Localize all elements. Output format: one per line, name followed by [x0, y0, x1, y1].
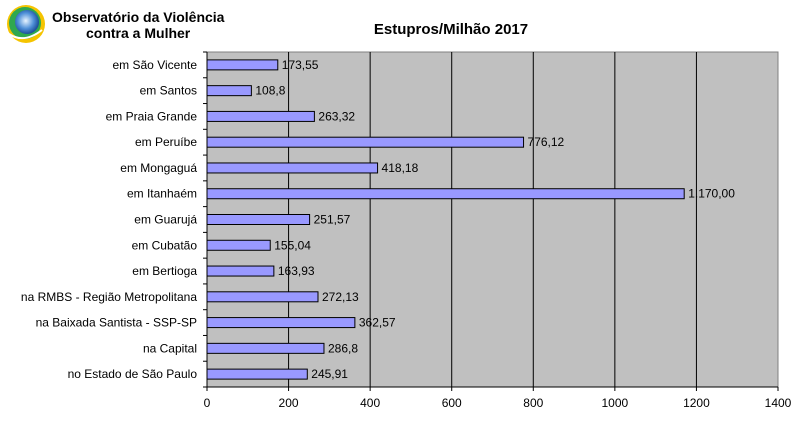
value-label: 245,91	[311, 367, 348, 381]
value-label: 1.170,00	[688, 187, 735, 201]
category-label: na Baixada Santista - SSP-SP	[36, 316, 197, 330]
brand-title: Observatório da Violência	[52, 9, 225, 25]
x-tick-label: 800	[523, 396, 543, 410]
observatory-logo-icon	[7, 5, 45, 43]
bar	[206, 239, 271, 251]
category-label: no Estado de São Paulo	[68, 367, 198, 381]
x-tick-label: 1200	[683, 396, 710, 410]
value-label: 362,57	[359, 316, 396, 330]
bar	[206, 214, 311, 225]
brand-subtitle: contra a Mulher	[86, 25, 191, 41]
category-label: em Bertioga	[132, 264, 197, 278]
category-label: na RMBS - Região Metropolitana	[21, 290, 197, 304]
category-label: em São Vicente	[113, 58, 198, 72]
x-tick-label: 600	[442, 396, 462, 410]
category-label: em Guarujá	[134, 213, 197, 227]
bar	[206, 188, 685, 200]
value-label: 272,13	[322, 290, 359, 304]
category-label: em Mongaguá	[120, 161, 197, 175]
bars	[206, 59, 685, 380]
value-label: 108,8	[255, 84, 285, 98]
x-tick-label: 1000	[602, 396, 629, 410]
value-label: 173,55	[282, 58, 319, 72]
value-label: 155,04	[274, 238, 311, 252]
category-label: em Itanhaém	[127, 187, 197, 201]
value-label: 263,32	[318, 109, 355, 123]
category-labels: em São Vicente em Santos em Praia Grande em…	[21, 51, 207, 388]
value-label: 251,57	[314, 213, 351, 227]
x-tick-label: 1400	[765, 396, 792, 410]
bar	[206, 162, 379, 174]
x-tick-label: 400	[360, 396, 380, 410]
bar	[206, 368, 308, 380]
value-label: 418,18	[382, 161, 419, 175]
value-labels: 173,55 108,8 263,32 776,12 418,18 1.170,00 251…	[255, 58, 735, 381]
x-axis-ticks: 0 200 400 600 800 1000 1200 1400	[204, 387, 792, 410]
value-label: 163,93	[278, 264, 315, 278]
value-label: 286,8	[328, 341, 358, 355]
bar	[206, 85, 252, 97]
x-tick-label: 0	[204, 396, 211, 410]
bar	[206, 110, 315, 122]
bar	[206, 317, 356, 329]
category-label: em Praia Grande	[106, 109, 198, 123]
bar	[206, 291, 319, 303]
category-label: na Capital	[143, 341, 197, 355]
bar	[206, 59, 279, 71]
gridlines	[288, 52, 697, 387]
chart-title: Estupros/Milhão 2017	[374, 21, 528, 38]
category-label: em Santos	[140, 84, 197, 98]
bar	[206, 342, 325, 354]
bar	[206, 136, 525, 148]
category-label: em Peruíbe	[135, 135, 197, 149]
value-label: 776,12	[528, 135, 565, 149]
x-tick-label: 200	[279, 396, 299, 410]
bar	[206, 265, 275, 277]
category-label: em Cubatão	[132, 238, 198, 252]
